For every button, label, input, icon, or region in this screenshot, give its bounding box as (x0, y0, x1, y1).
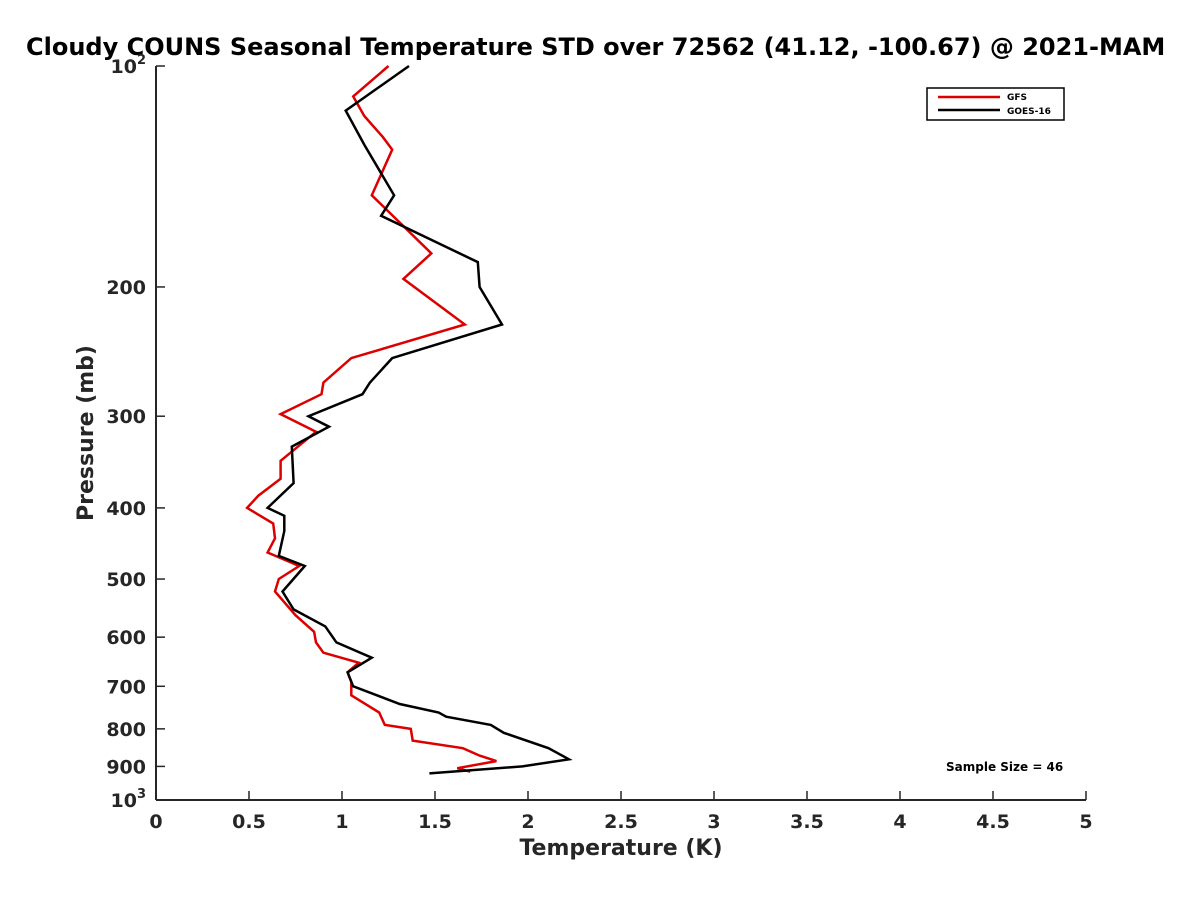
x-tick-label: 3 (707, 811, 720, 833)
x-tick-label: 4 (893, 811, 906, 833)
x-tick-label: 3.5 (790, 811, 824, 833)
y-axis-label: Pressure (mb) (74, 345, 99, 521)
y-ticks: 102 200 300 400 500 600 700 800 900 103 (106, 53, 165, 812)
y-tick-label: 900 (106, 756, 146, 778)
series-line-gfs (245, 65, 497, 773)
y-tick-label: 500 (106, 569, 146, 591)
series-layer (245, 64, 573, 775)
x-tick-label: 2 (521, 811, 534, 833)
x-tick-label: 2.5 (604, 811, 638, 833)
sample-size-annotation: Sample Size = 46 (946, 760, 1063, 774)
y-tick-label: 600 (106, 627, 146, 649)
x-tick-label: 0 (149, 811, 162, 833)
axes-layer (155, 66, 1086, 801)
y-tick-label: 200 (106, 277, 146, 299)
series-line-goes-16 (265, 64, 573, 775)
y-tick-label: 400 (106, 498, 146, 520)
x-tick-label: 1 (335, 811, 348, 833)
y-tick-label: 800 (106, 719, 146, 741)
x-tick-label: 5 (1079, 811, 1092, 833)
y-tick-label: 300 (106, 406, 146, 428)
x-tick-label: 0.5 (232, 811, 266, 833)
legend: GFS GOES-16 (926, 87, 1065, 121)
legend-label-gfs: GFS (1007, 93, 1027, 103)
x-axis-label: Temperature (K) (519, 836, 722, 861)
legend-label-goes16: GOES-16 (1007, 107, 1051, 117)
x-ticks: 0 0.5 1 1.5 2 2.5 3 3.5 4 4.5 5 (149, 791, 1093, 833)
legend-box (926, 87, 1065, 121)
y-tick-label: 700 (106, 676, 146, 698)
chart-title: Cloudy COUNS Seasonal Temperature STD ov… (26, 33, 1165, 61)
x-tick-label: 4.5 (976, 811, 1010, 833)
x-tick-label: 1.5 (418, 811, 452, 833)
y-tick-label: 103 (111, 787, 147, 812)
y-tick-label: 102 (111, 53, 147, 78)
